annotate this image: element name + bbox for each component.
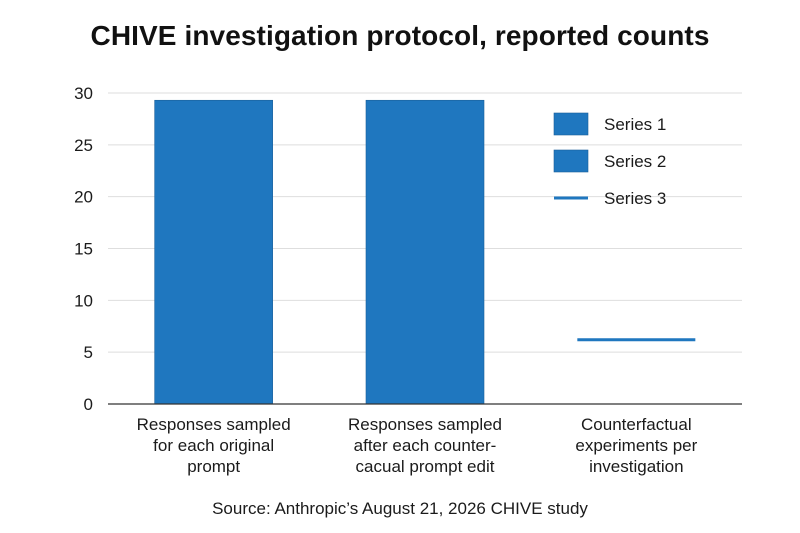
y-axis-ticks: 0 5 10 15 20 25 30 xyxy=(74,84,93,414)
bar-series-2 xyxy=(365,99,485,405)
x-category-label-line: Responses sampled xyxy=(348,415,502,434)
legend: Series 1 Series 2 Series 3 xyxy=(553,112,666,208)
x-category-label-line: Responses sampled xyxy=(137,415,291,434)
legend-label: Series 2 xyxy=(604,152,666,171)
x-category-label-line: prompt xyxy=(187,457,240,476)
x-category-label: Responses sampled after each counter-cacu… xyxy=(348,415,502,476)
y-tick-label: 0 xyxy=(84,395,93,414)
x-category-label-line: Counterfactual xyxy=(581,415,692,434)
x-category-label: Responses sampled for each original prompt xyxy=(137,415,291,476)
y-tick-label: 20 xyxy=(74,188,93,207)
chart-title: CHIVE investigation protocol, reported c… xyxy=(90,20,710,51)
x-category-label: Counterfactual experiments per investigati… xyxy=(575,415,697,476)
bar-series-1 xyxy=(154,99,273,405)
legend-swatch xyxy=(553,149,589,173)
source-note: Source: Anthropic’s August 21, 2026 CHIV… xyxy=(212,499,588,518)
x-category-label-line: investigation xyxy=(589,457,684,476)
y-tick-label: 5 xyxy=(84,343,93,362)
x-category-label-line: cacual prompt edit xyxy=(356,457,495,476)
legend-swatch xyxy=(553,112,589,136)
y-tick-label: 15 xyxy=(74,240,93,259)
legend-label: Series 1 xyxy=(604,115,666,134)
y-tick-label: 30 xyxy=(74,84,93,103)
bars xyxy=(154,99,696,405)
y-tick-label: 10 xyxy=(74,291,93,310)
x-axis-categories: Responses sampled for each original prompt… xyxy=(137,415,698,476)
legend-label: Series 3 xyxy=(604,189,666,208)
x-category-label-line: for each original xyxy=(153,436,274,455)
x-category-label-line: after each counter- xyxy=(354,436,497,455)
y-tick-label: 25 xyxy=(74,136,93,155)
x-category-label-line: experiments per xyxy=(575,436,697,455)
